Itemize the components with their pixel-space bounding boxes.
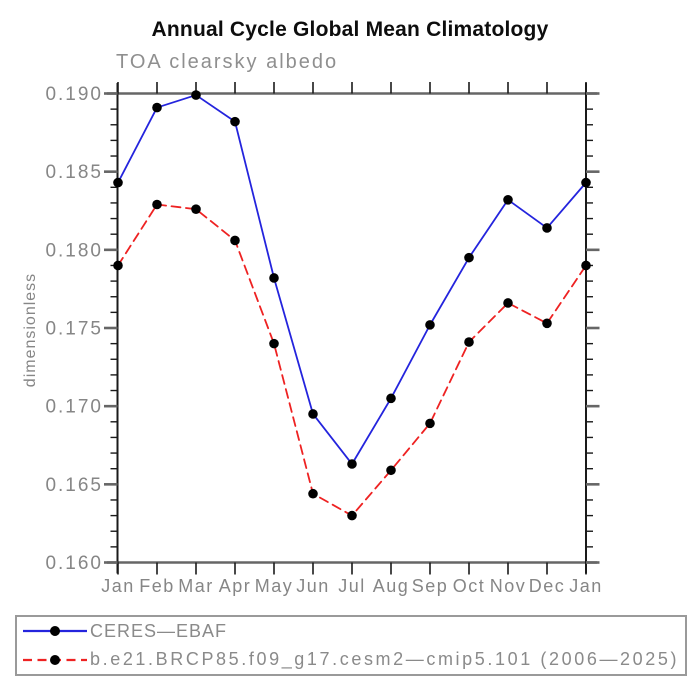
- legend-row-model: b.e21.BRCP85.f09_g17.cesm2—cmip5.101 (20…: [17, 649, 685, 670]
- data-point-marker-1: [152, 199, 162, 210]
- data-point-marker-1: [347, 510, 357, 521]
- data-point-marker-1: [269, 338, 279, 349]
- series-line-0: [117, 94, 587, 465]
- x-tick-label: Jun: [296, 576, 330, 596]
- x-tick-label: Apr: [219, 576, 252, 596]
- data-point-marker-0: [308, 409, 318, 419]
- x-tick-label: Aug: [373, 576, 410, 596]
- data-point-marker-0: [191, 90, 201, 100]
- data-point-marker-1: [542, 318, 552, 329]
- data-point-marker-0: [503, 195, 513, 205]
- x-tick-label: May: [255, 576, 294, 596]
- data-point-marker-0: [425, 320, 435, 330]
- x-tick-label: Jan: [569, 576, 603, 596]
- legend-label-ceres-ebaf: CERES—EBAF: [90, 620, 228, 641]
- data-point-marker-0: [464, 252, 474, 263]
- x-tick-label: Oct: [453, 576, 486, 596]
- legend-line-marker-icon: [23, 654, 87, 665]
- data-point-marker-1: [308, 488, 318, 499]
- data-point-marker-0: [230, 116, 240, 127]
- data-point-marker-0: [152, 102, 162, 113]
- x-tick-label: Nov: [490, 576, 527, 596]
- y-tick-label: 0.180: [45, 240, 103, 261]
- line-chart-plot-area: Jan Feb Mar Apr May Jun Jul Aug Sep Oct Nov Dec Jan0…: [45, 82, 603, 596]
- data-point-marker-1: [503, 298, 513, 308]
- x-tick-label: Jan: [101, 576, 135, 596]
- y-tick-label: 0.170: [45, 397, 103, 418]
- data-point-marker-1: [230, 235, 240, 246]
- data-point-marker-0: [113, 177, 123, 188]
- data-point-marker-1: [386, 465, 396, 476]
- legend-row-ceres-ebaf: CERES—EBAF: [17, 621, 685, 642]
- y-tick-label: 0.160: [45, 553, 103, 574]
- series-line-1: [117, 203, 587, 517]
- y-tick-label: 0.175: [45, 319, 103, 340]
- x-tick-label: Sep: [412, 576, 449, 596]
- x-tick-label: Feb: [139, 576, 175, 596]
- chart-legend: CERES—EBAF b.e21.BRCP85.f09_g17.cesm2—cm…: [15, 615, 687, 676]
- page-title: Annual Cycle Global Mean Climatology: [151, 18, 549, 41]
- legend-marker-sample: [50, 626, 60, 637]
- y-tick-label: 0.190: [45, 84, 103, 105]
- x-tick-label: Dec: [529, 576, 566, 596]
- data-point-marker-0: [542, 223, 552, 233]
- data-point-marker-1: [191, 204, 201, 214]
- data-point-marker-1: [581, 260, 591, 271]
- data-point-marker-0: [269, 273, 279, 283]
- y-tick-label: 0.165: [45, 475, 103, 496]
- x-tick-label: Jul: [338, 576, 366, 596]
- y-tick-label: 0.185: [45, 162, 103, 183]
- data-point-marker-1: [113, 260, 123, 271]
- chart-subtitle: TOA clearsky albedo: [116, 51, 339, 73]
- data-point-marker-1: [464, 337, 474, 347]
- data-point-marker-0: [581, 177, 591, 188]
- legend-line-marker-icon: [23, 626, 87, 637]
- legend-marker-sample: [50, 654, 60, 665]
- data-point-marker-1: [425, 418, 435, 429]
- legend-label-model: b.e21.BRCP85.f09_g17.cesm2—cmip5.101 (20…: [90, 649, 680, 670]
- data-point-marker-0: [386, 393, 396, 404]
- data-point-marker-0: [347, 459, 357, 469]
- x-tick-label: Mar: [178, 576, 214, 596]
